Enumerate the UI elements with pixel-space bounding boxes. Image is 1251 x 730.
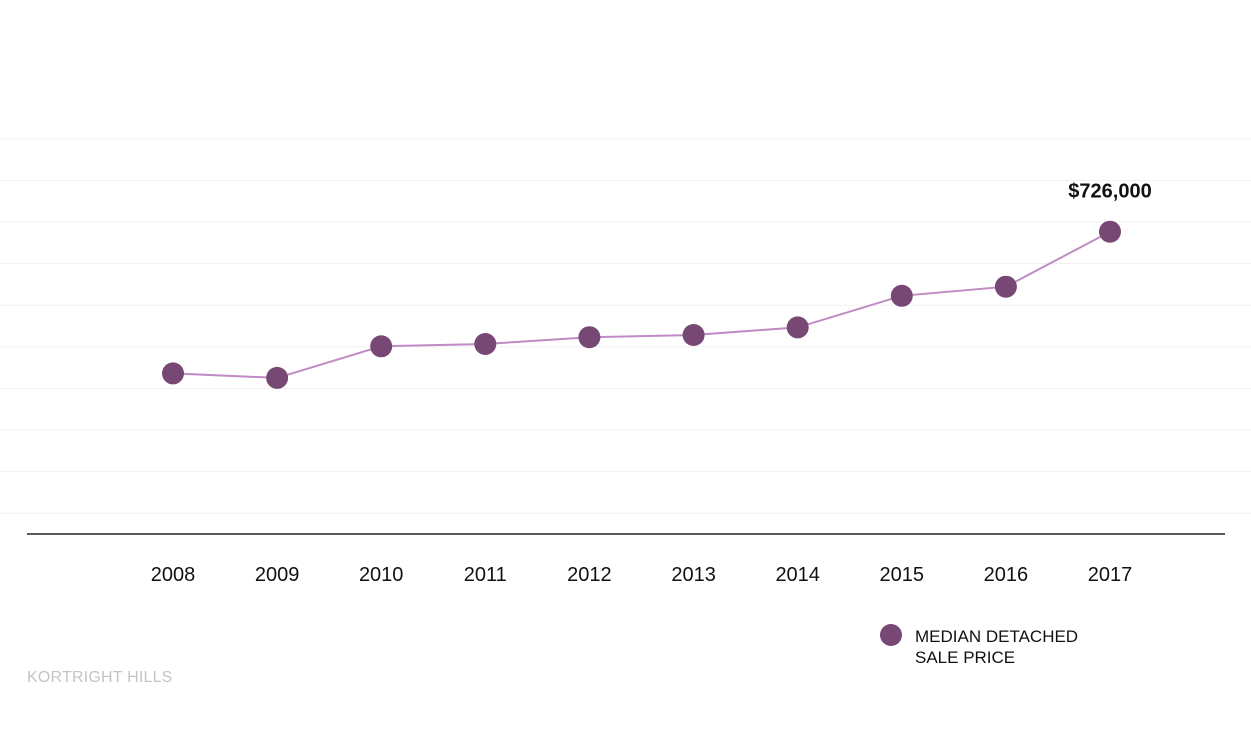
legend: MEDIAN DETACHED SALE PRICE: [880, 624, 1105, 668]
x-tick-label-2017: 2017: [1088, 564, 1133, 586]
x-tick-labels: 2008 2009 2010 2011 2012 2013 2014 2015 2016 2017: [151, 564, 1133, 586]
legend-label: MEDIAN DETACHED SALE PRICE: [915, 627, 1079, 667]
data-label-2017: $726,000: [1068, 181, 1151, 203]
data-point-2008: [162, 362, 184, 385]
x-tick-label-2010: 2010: [359, 564, 404, 586]
series-line-median-detached-sale-price: [172, 230, 1111, 379]
x-tick-label-2013: 2013: [671, 564, 716, 586]
data-point-2011: [474, 333, 497, 355]
data-point-2017: [1099, 220, 1121, 243]
data-point-2014: [786, 316, 809, 339]
data-point-2013: [682, 324, 705, 346]
x-tick-label-2014: 2014: [775, 564, 820, 586]
data-point-2015: [890, 284, 913, 307]
series-markers: [162, 220, 1121, 389]
x-tick-label-2012: 2012: [567, 564, 612, 586]
data-point-2009: [266, 366, 289, 389]
x-tick-label-2009: 2009: [255, 564, 300, 586]
legend-marker-icon: [880, 624, 902, 646]
data-point-2012: [578, 326, 601, 349]
x-tick-label-2016: 2016: [984, 564, 1029, 586]
x-tick-label-2008: 2008: [151, 564, 196, 586]
data-point-2010: [370, 335, 393, 358]
gridlines: [0, 138, 1251, 514]
x-tick-label-2015: 2015: [880, 564, 925, 586]
x-tick-label-2011: 2011: [464, 564, 507, 586]
neighbourhood-label: KORTRIGHT HILLS: [27, 669, 173, 686]
data-point-2016: [994, 275, 1017, 298]
